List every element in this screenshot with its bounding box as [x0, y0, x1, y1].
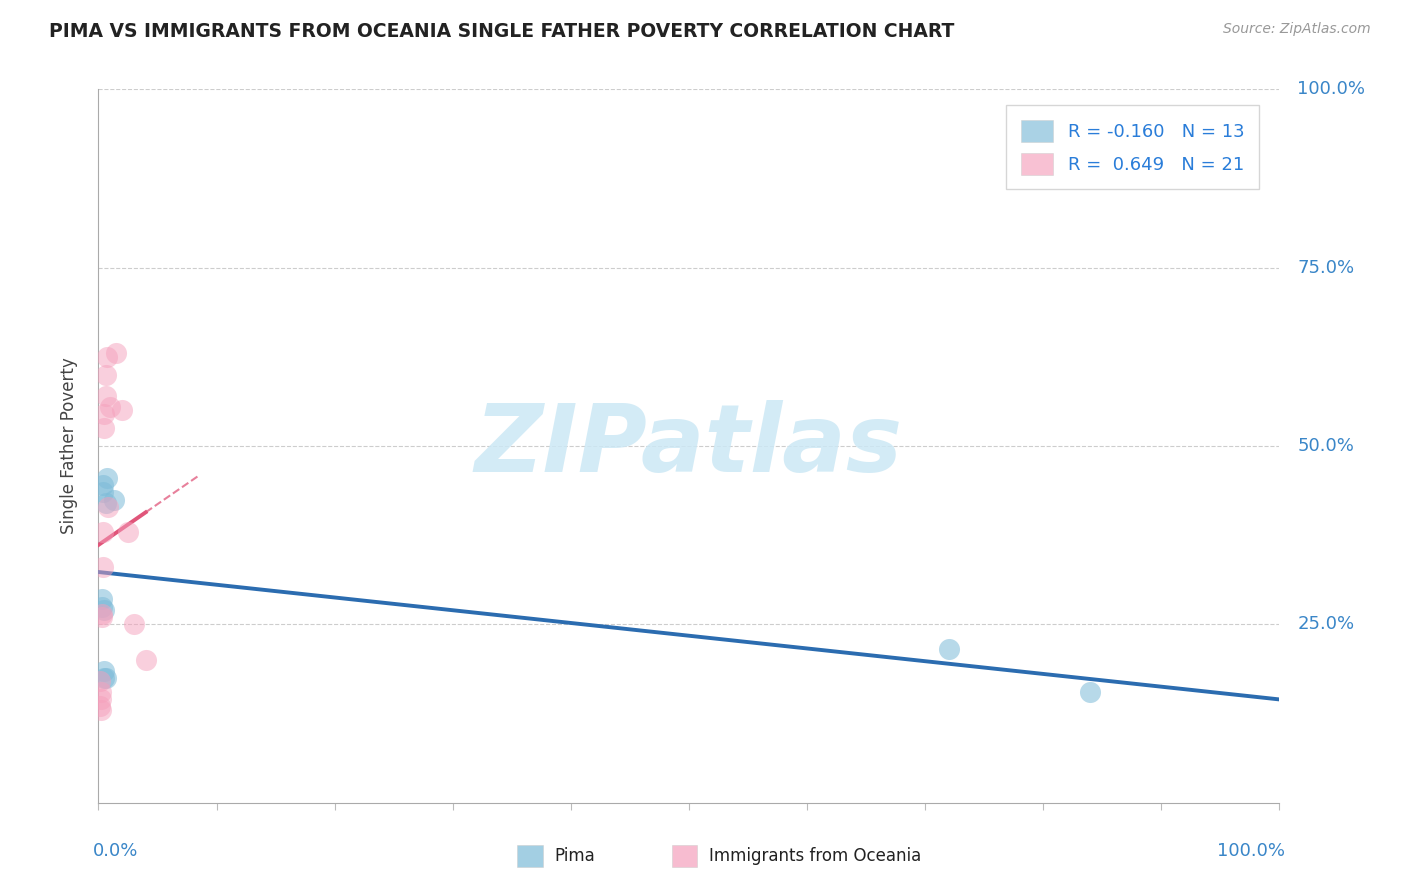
- Point: [94, 671, 117, 685]
- Point: [91, 560, 114, 574]
- Point: [90, 685, 112, 699]
- Point: [91, 610, 114, 624]
- Point: [938, 642, 960, 657]
- Point: [91, 607, 114, 621]
- Point: [94, 389, 117, 403]
- Legend: R = -0.160   N = 13, R =  0.649   N = 21: R = -0.160 N = 13, R = 0.649 N = 21: [1007, 105, 1258, 189]
- Point: [111, 403, 134, 417]
- Text: 25.0%: 25.0%: [1298, 615, 1354, 633]
- Point: [94, 496, 117, 510]
- Point: [117, 524, 139, 539]
- Text: Pima: Pima: [554, 847, 595, 865]
- Point: [98, 400, 121, 414]
- Point: [135, 653, 157, 667]
- FancyBboxPatch shape: [672, 845, 697, 867]
- Point: [91, 478, 114, 492]
- Point: [93, 664, 115, 678]
- Point: [105, 346, 128, 360]
- Text: PIMA VS IMMIGRANTS FROM OCEANIA SINGLE FATHER POVERTY CORRELATION CHART: PIMA VS IMMIGRANTS FROM OCEANIA SINGLE F…: [49, 22, 955, 41]
- Text: 0.0%: 0.0%: [93, 842, 138, 860]
- Point: [93, 407, 115, 421]
- Point: [1080, 685, 1102, 699]
- Point: [93, 671, 115, 685]
- Point: [97, 500, 120, 514]
- Point: [90, 703, 112, 717]
- Point: [96, 350, 118, 364]
- Point: [96, 471, 118, 485]
- Point: [91, 485, 114, 500]
- Text: 100.0%: 100.0%: [1298, 80, 1365, 98]
- Text: 100.0%: 100.0%: [1218, 842, 1285, 860]
- Point: [93, 421, 115, 435]
- Point: [89, 699, 111, 714]
- Y-axis label: Single Father Poverty: Single Father Poverty: [59, 358, 77, 534]
- Text: 50.0%: 50.0%: [1298, 437, 1354, 455]
- Point: [91, 524, 114, 539]
- FancyBboxPatch shape: [517, 845, 543, 867]
- Text: ZIPatlas: ZIPatlas: [475, 400, 903, 492]
- Point: [93, 603, 115, 617]
- Point: [91, 592, 114, 607]
- Point: [103, 492, 125, 507]
- Point: [89, 674, 111, 689]
- Text: Source: ZipAtlas.com: Source: ZipAtlas.com: [1223, 22, 1371, 37]
- Text: Immigrants from Oceania: Immigrants from Oceania: [709, 847, 921, 865]
- Point: [90, 692, 112, 706]
- Text: 75.0%: 75.0%: [1298, 259, 1354, 277]
- Point: [122, 617, 145, 632]
- Point: [91, 599, 114, 614]
- Point: [94, 368, 117, 382]
